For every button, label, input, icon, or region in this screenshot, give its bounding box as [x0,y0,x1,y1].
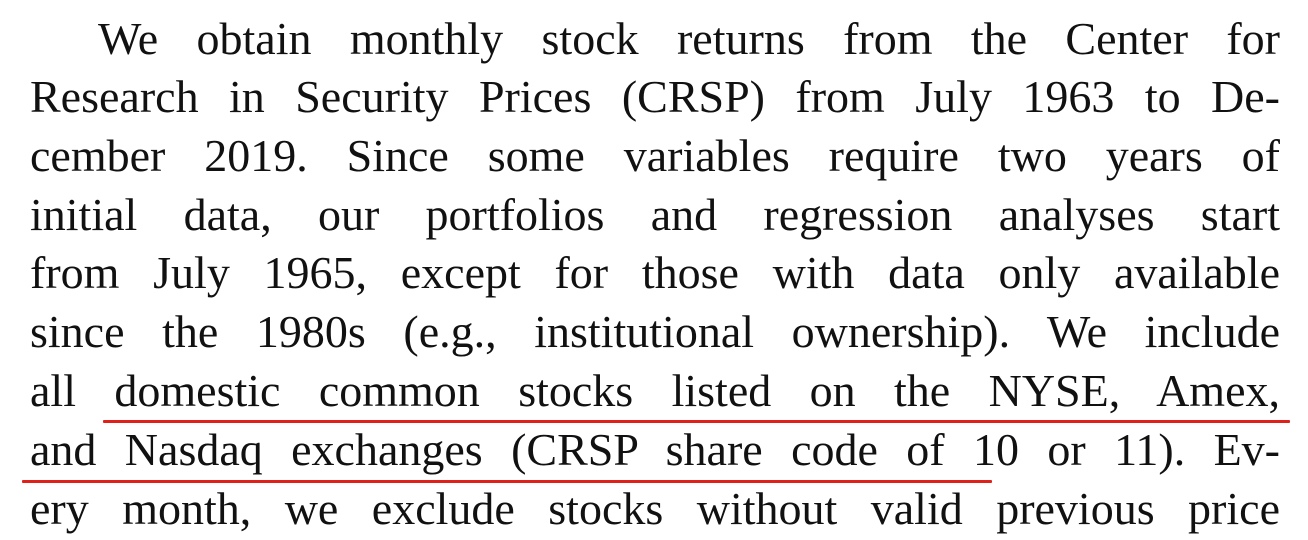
paragraph-line-8: and Nasdaq exchanges (CRSP share code of… [30,424,1280,475]
paragraph-line-9: ery month, we exclude stocks without val… [30,483,1280,534]
paragraph-line-6: since the 1980s (e.g., institutional own… [30,306,1280,357]
paragraph-line-7: all domestic common stocks listed on the… [30,365,1280,416]
paragraph-line-3: cember 2019. Since some variables requir… [30,130,1280,181]
paragraph-line-2: Research in Security Prices (CRSP) from … [30,71,1280,122]
paragraph-line-1: We obtain monthly stock returns from the… [98,13,1280,64]
highlight-underline-1 [103,420,1290,423]
paragraph-line-5: from July 1965, except for those with da… [30,247,1280,298]
highlight-underline-2 [22,480,992,483]
paragraph-line-4: initial data, our portfolios and regress… [30,189,1280,240]
